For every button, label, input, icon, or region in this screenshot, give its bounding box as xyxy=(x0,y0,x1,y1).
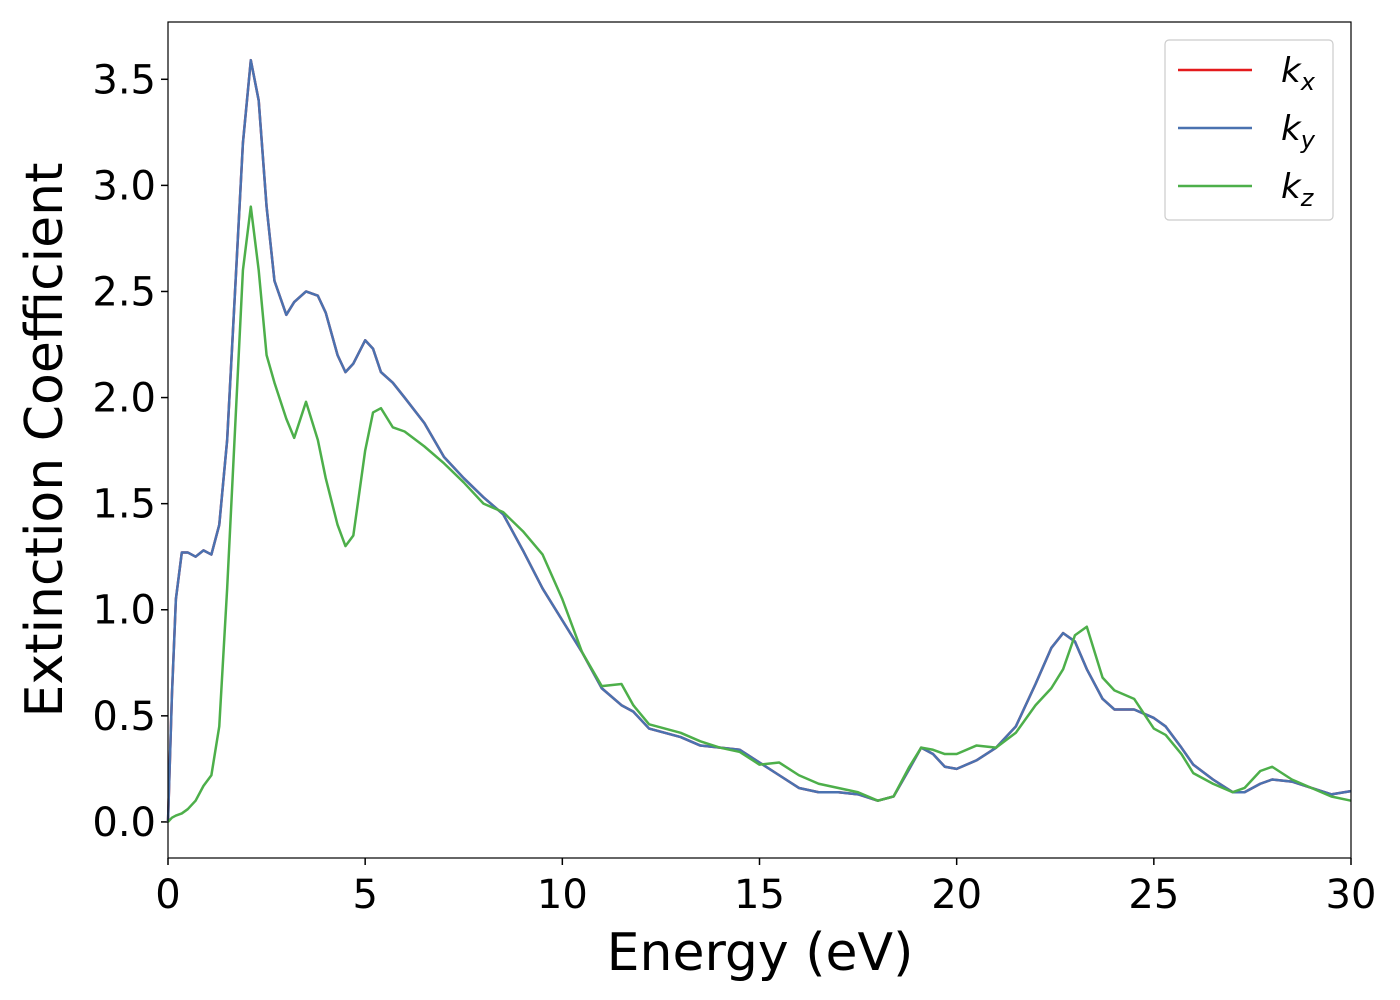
y-tick-label: 0.5 xyxy=(92,694,156,740)
y-tick-label: 2.5 xyxy=(92,269,156,315)
series-line xyxy=(167,205,1352,823)
legend: kx ky kz xyxy=(1164,39,1334,221)
x-tick-label: 10 xyxy=(537,872,588,918)
y-tick-label: 2.0 xyxy=(92,376,156,422)
x-tick-label: 5 xyxy=(352,872,377,918)
y-axis-label: Extinction Coefficient xyxy=(15,163,75,718)
y-tick-label: 1.0 xyxy=(92,588,156,634)
series-line xyxy=(166,58,1352,822)
legend-label: kx xyxy=(1281,51,1316,96)
x-axis-label: Energy (eV) xyxy=(607,923,914,983)
legend-label: kz xyxy=(1281,167,1315,212)
x-tick-label: 30 xyxy=(1326,872,1377,918)
x-tick-label: 0 xyxy=(155,872,180,918)
legend-box xyxy=(1164,39,1334,221)
x-tick-label: 25 xyxy=(1128,872,1179,918)
x-tick-label: 20 xyxy=(931,872,982,918)
y-tick-label: 1.5 xyxy=(92,482,156,528)
x-tick-label: 15 xyxy=(734,872,785,918)
y-tick-label: 3.0 xyxy=(92,163,156,209)
plot-frame xyxy=(167,21,1352,859)
legend-label: ky xyxy=(1281,109,1316,154)
y-tick-label: 0.0 xyxy=(92,800,156,846)
y-tick-label: 3.5 xyxy=(92,57,156,103)
